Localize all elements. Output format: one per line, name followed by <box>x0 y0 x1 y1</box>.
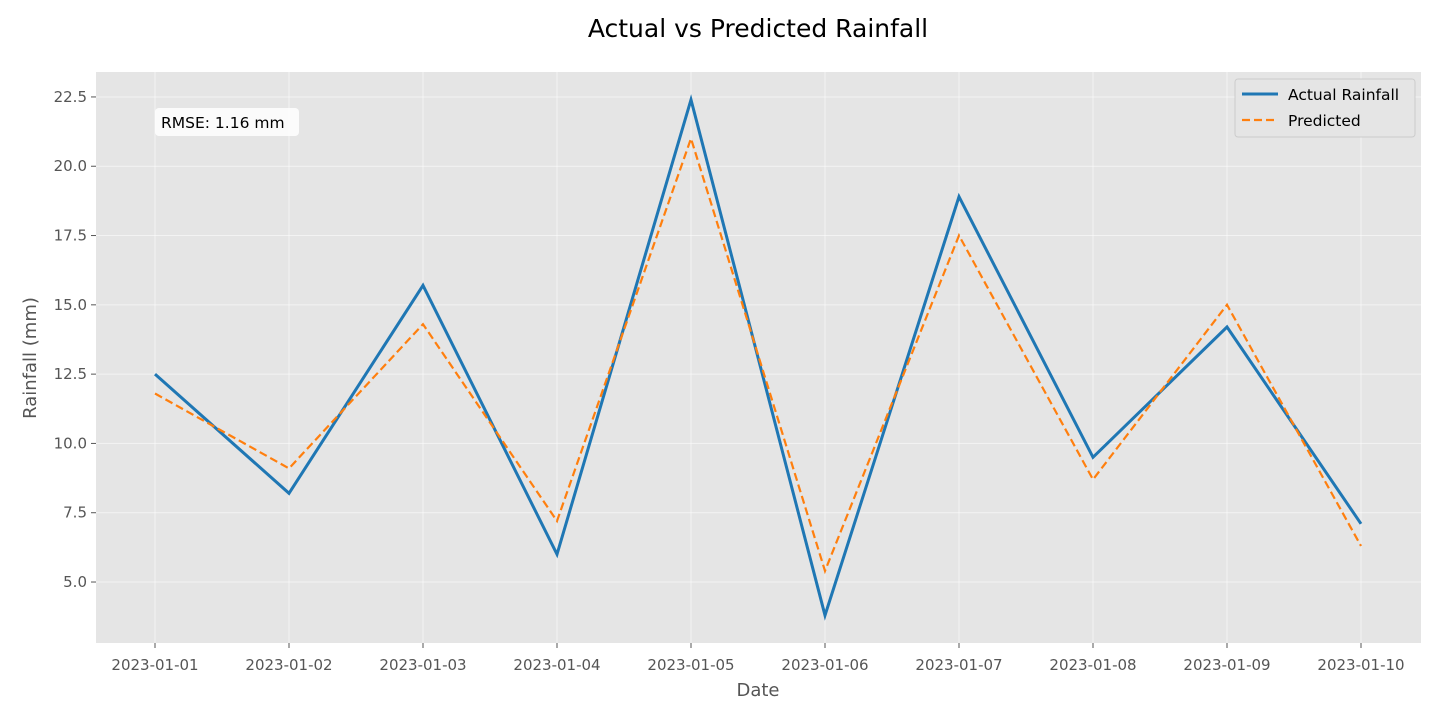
y-tick-label: 5.0 <box>63 573 87 591</box>
x-tick-label: 2023-01-04 <box>513 656 600 674</box>
x-tick-label: 2023-01-10 <box>1317 656 1404 674</box>
rmse-annotation: RMSE: 1.16 mm <box>155 108 299 136</box>
y-tick-label: 17.5 <box>54 227 87 245</box>
legend-box <box>1234 78 1416 138</box>
legend: Actual Rainfall Predicted <box>1234 78 1416 138</box>
x-tick-label: 2023-01-02 <box>245 656 332 674</box>
y-tick-label: 20.0 <box>54 157 87 175</box>
grid-lines <box>96 72 1421 643</box>
series-layer <box>154 94 1363 621</box>
x-tick-label: 2023-01-06 <box>781 656 868 674</box>
y-tick-label: 15.0 <box>54 296 87 314</box>
predicted-rainfall-line <box>154 134 1362 575</box>
rmse-annotation-box <box>155 108 299 136</box>
x-tick-label: 2023-01-08 <box>1049 656 1136 674</box>
legend-label-predicted: Predicted <box>1288 112 1361 130</box>
y-tick-label: 22.5 <box>54 88 87 106</box>
x-tick-label: 2023-01-01 <box>111 656 198 674</box>
legend-label-actual: Actual Rainfall <box>1288 86 1399 104</box>
y-tick-label: 7.5 <box>63 504 87 522</box>
tick-layer: 5.0 7.5 10.0 12.5 15.0 17.5 20.0 22.5 2023-01-01… <box>54 88 1405 674</box>
x-tick-label: 2023-01-05 <box>647 656 734 674</box>
chart-title: Actual vs Predicted Rainfall <box>588 14 928 43</box>
x-tick-label: 2023-01-07 <box>915 656 1002 674</box>
y-axis-label: Rainfall (mm) <box>20 297 41 419</box>
y-tick-label: 10.0 <box>54 434 87 452</box>
x-tick-label: 2023-01-09 <box>1183 656 1270 674</box>
rmse-annotation-text: RMSE: 1.16 mm <box>161 114 285 132</box>
y-tick-label: 12.5 <box>54 365 87 383</box>
x-tick-label: 2023-01-03 <box>379 656 466 674</box>
x-axis-label: Date <box>736 680 779 701</box>
